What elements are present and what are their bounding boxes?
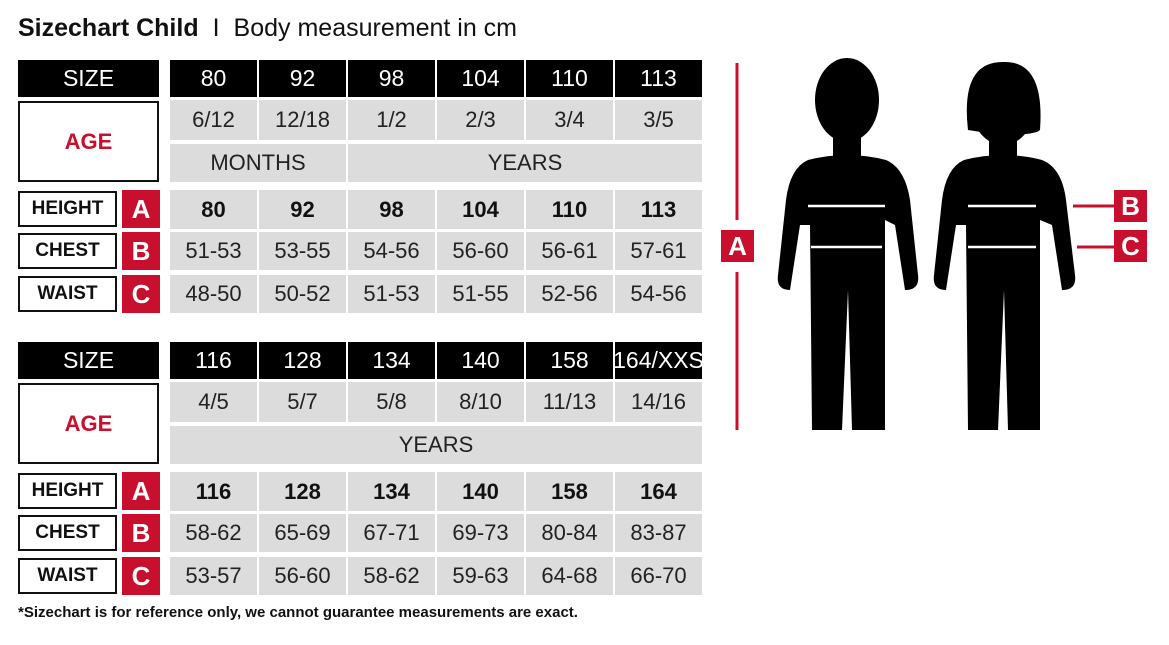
chest-cell: 51-53 [170,232,257,270]
height-cell: 134 [348,472,435,511]
size-header-cell: 80 [170,60,257,97]
age-cell: 5/8 [348,382,435,422]
chest-cell: 69-73 [437,514,524,552]
height-cell: 113 [615,190,702,229]
footnote: *Sizechart is for reference only, we can… [18,604,578,621]
age-unit-cell: MONTHS [170,144,346,182]
size-header-cell: 134 [348,342,435,379]
title-separator: I [212,14,220,42]
boy-silhouette [777,58,919,430]
marker-c: C [1114,230,1147,262]
waist-cell: 51-55 [437,275,524,313]
waist-cell: 58-62 [348,557,435,595]
height-label: HEIGHT [18,191,117,227]
size-label: SIZE [18,60,159,97]
chest-cell: 80-84 [526,514,613,552]
height-key-badge: A [122,190,160,228]
age-label: AGE [18,101,159,182]
height-label: HEIGHT [18,473,117,509]
height-cell: 104 [437,190,524,229]
size-header-cell: 92 [259,60,346,97]
title-main: Sizechart Child [18,14,199,42]
waist-key-badge: C [122,557,160,595]
age-cell: 14/16 [615,382,702,422]
chest-cell: 83-87 [615,514,702,552]
age-label: AGE [18,383,159,464]
waist-cell: 56-60 [259,557,346,595]
waist-cell: 54-56 [615,275,702,313]
height-cell: 140 [437,472,524,511]
waist-cell: 66-70 [615,557,702,595]
age-unit-cell: YEARS [348,144,702,182]
size-header-cell: 140 [437,342,524,379]
chart-title: Sizechart Child I Body measurement in cm [18,14,517,43]
size-header-cell: 110 [526,60,613,97]
waist-key-badge: C [122,275,160,313]
size-header-cell: 128 [259,342,346,379]
height-cell: 116 [170,472,257,511]
chest-waist-lines [808,204,1036,249]
waist-cell: 64-68 [526,557,613,595]
age-cell: 12/18 [259,100,346,140]
height-cell: 110 [526,190,613,229]
waist-cell: 51-53 [348,275,435,313]
age-cell: 6/12 [170,100,257,140]
age-cell: 5/7 [259,382,346,422]
chest-cell: 65-69 [259,514,346,552]
waist-cell: 53-57 [170,557,257,595]
age-unit-cell: YEARS [170,426,702,464]
age-cell: 3/4 [526,100,613,140]
age-cell: 11/13 [526,382,613,422]
height-cell: 98 [348,190,435,229]
chest-label: CHEST [18,515,117,551]
chest-cell: 54-56 [348,232,435,270]
waist-cell: 48-50 [170,275,257,313]
chest-key-badge: B [122,232,160,270]
marker-b: B [1114,190,1147,222]
size-header-cell: 113 [615,60,702,97]
size-header-cell: 158 [526,342,613,379]
waist-cell: 50-52 [259,275,346,313]
height-cell: 164 [615,472,702,511]
age-cell: 4/5 [170,382,257,422]
chest-label: CHEST [18,233,117,269]
chest-cell: 53-55 [259,232,346,270]
age-cell: 8/10 [437,382,524,422]
chest-cell: 56-60 [437,232,524,270]
height-cell: 158 [526,472,613,511]
waist-cell: 52-56 [526,275,613,313]
title-subtitle: Body measurement in cm [233,14,517,42]
height-key-badge: A [122,472,160,510]
size-header-cell: 104 [437,60,524,97]
height-cell: 80 [170,190,257,229]
chest-cell: 57-61 [615,232,702,270]
marker-lines [1073,204,1114,249]
chest-cell: 67-71 [348,514,435,552]
age-cell: 3/5 [615,100,702,140]
age-cell: 2/3 [437,100,524,140]
age-cell: 1/2 [348,100,435,140]
waist-cell: 59-63 [437,557,524,595]
waist-label: WAIST [18,558,117,594]
chest-cell: 58-62 [170,514,257,552]
size-header-cell: 116 [170,342,257,379]
height-cell: 128 [259,472,346,511]
height-cell: 92 [259,190,346,229]
chest-key-badge: B [122,514,160,552]
chest-cell: 56-61 [526,232,613,270]
size-label: SIZE [18,342,159,379]
marker-a: A [721,230,754,262]
girl-silhouette [933,61,1076,430]
size-header-cell: 164/XXS [613,342,704,379]
size-header-cell: 98 [348,60,435,97]
waist-label: WAIST [18,276,117,312]
